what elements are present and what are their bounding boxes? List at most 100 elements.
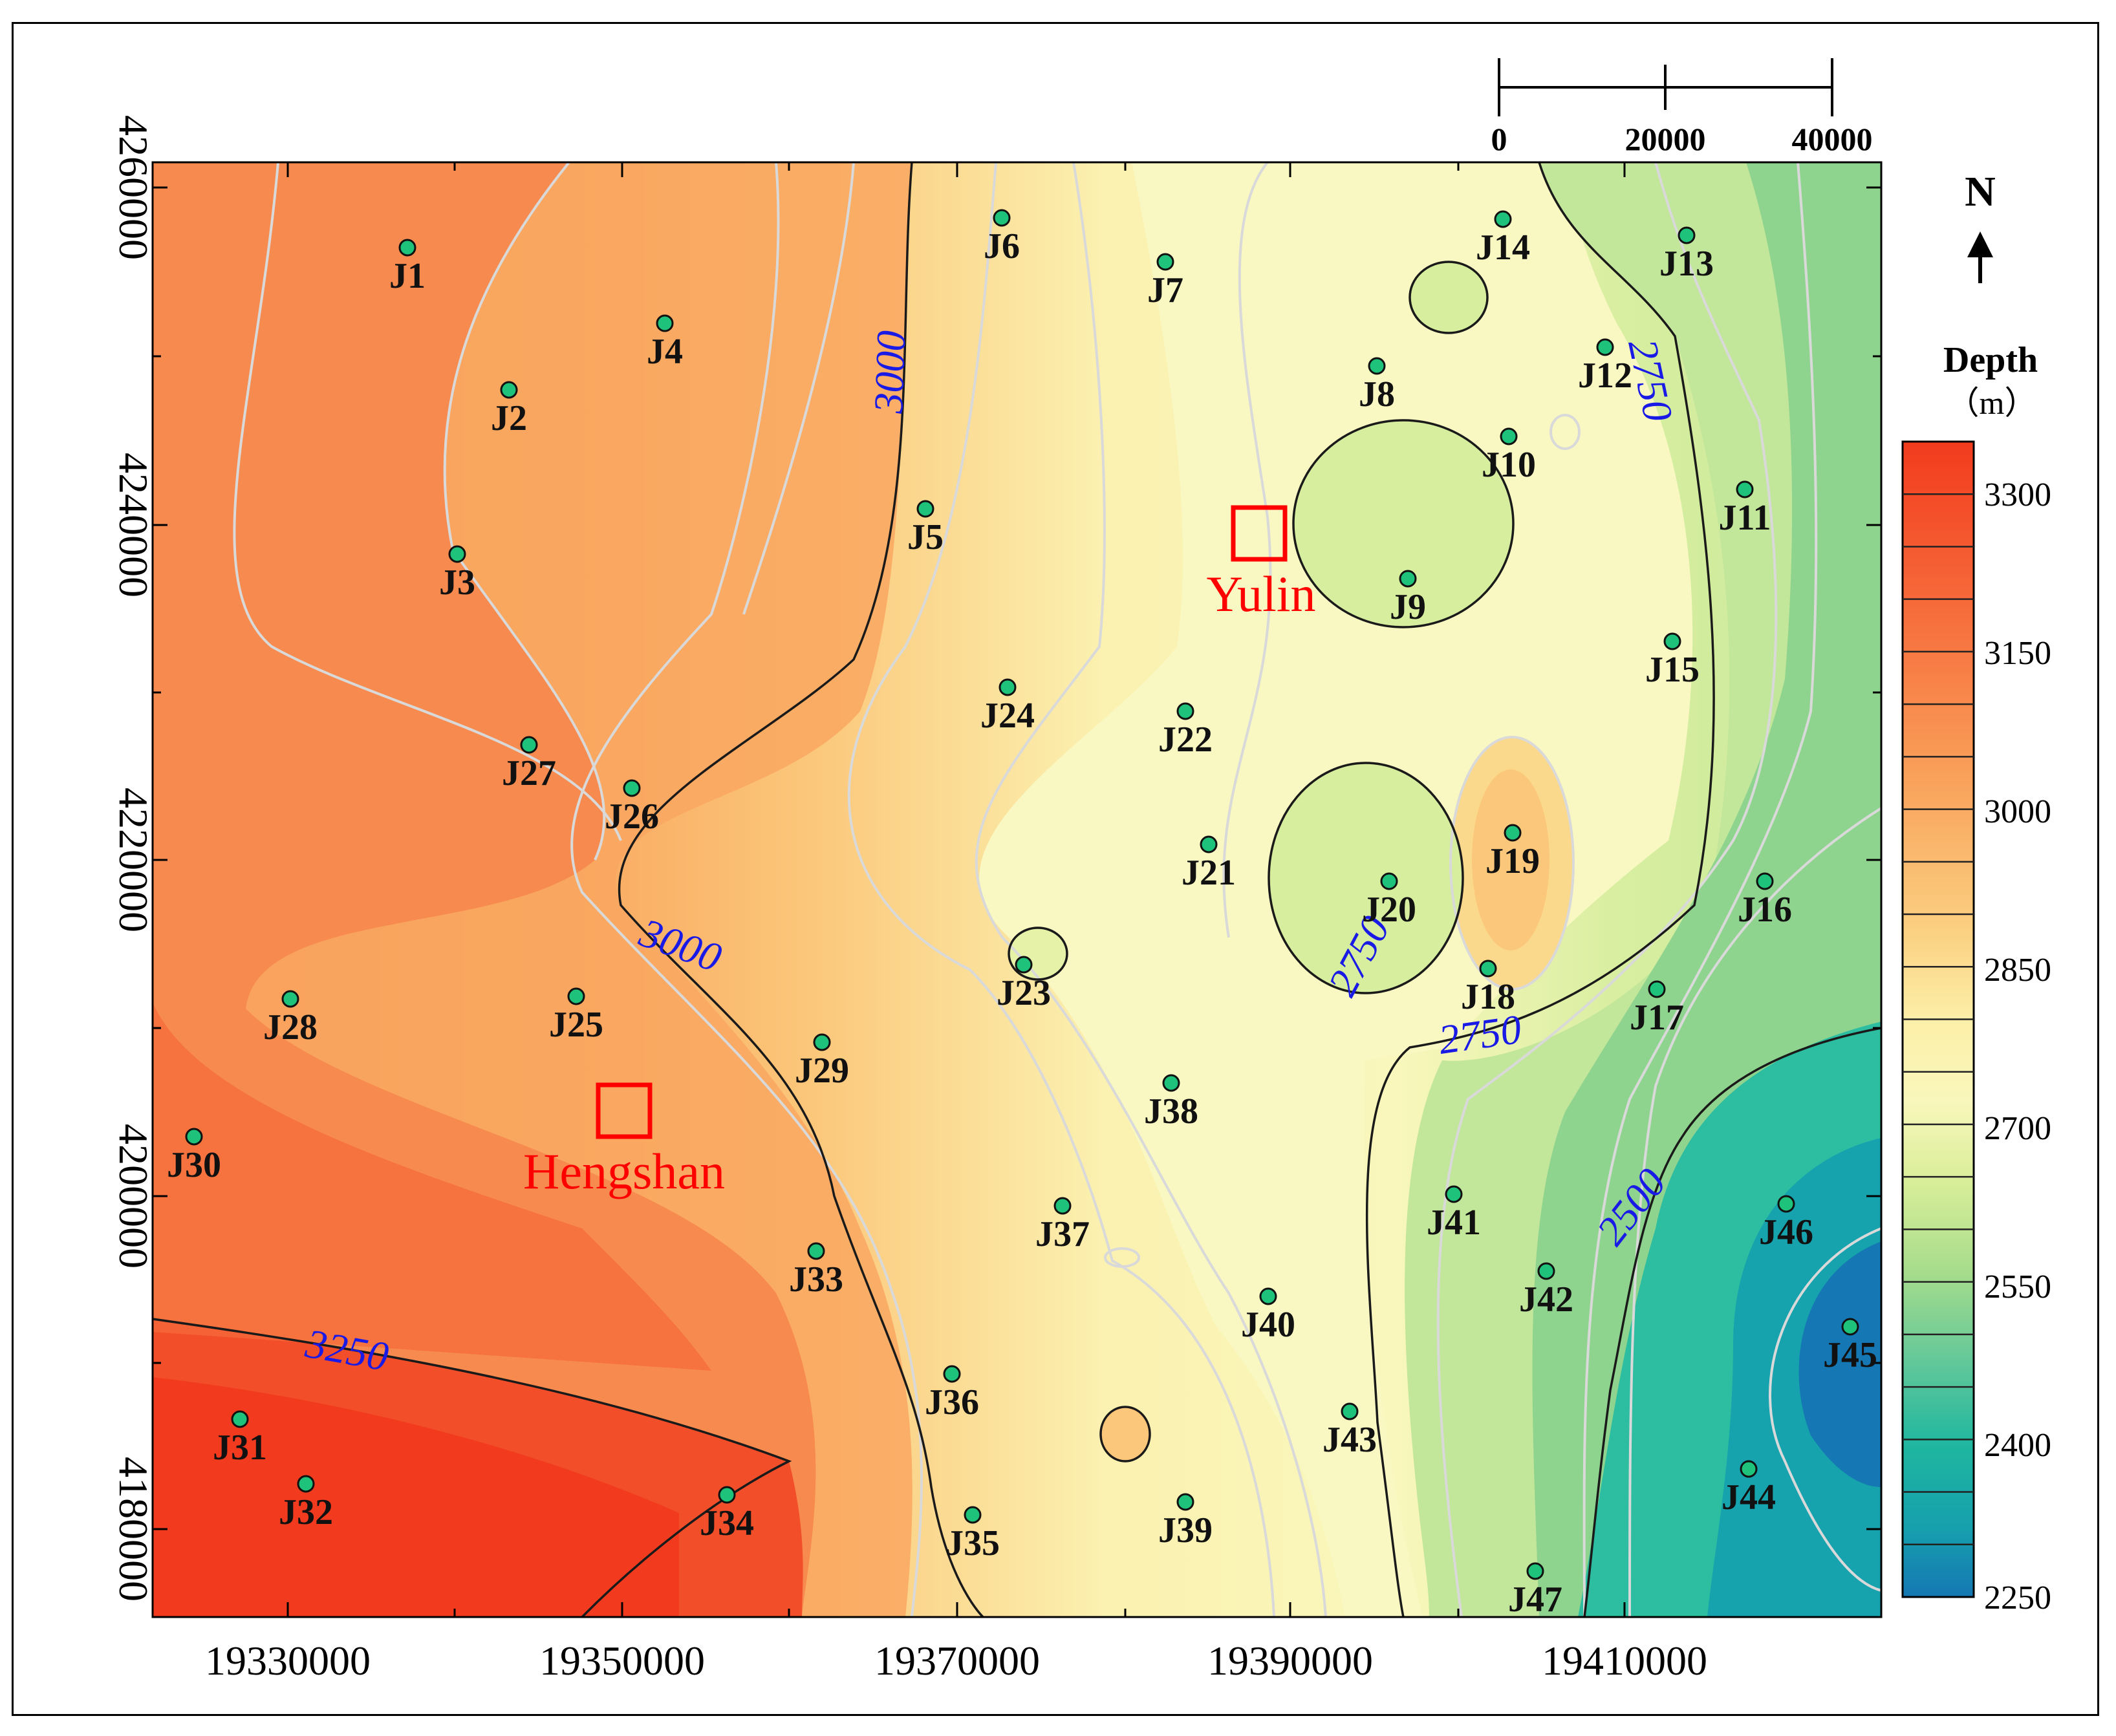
- well-marker: [1479, 959, 1497, 978]
- well-marker: [1740, 1460, 1758, 1478]
- well-marker: [1663, 632, 1681, 650]
- well-marker: [916, 500, 934, 518]
- well-label: J15: [1645, 650, 1700, 690]
- well-label: J42: [1519, 1280, 1573, 1320]
- legend-band-lines: [1903, 493, 1974, 1546]
- well-marker: [1736, 480, 1754, 498]
- well-marker: [1200, 835, 1218, 853]
- legend-title: Depth: [1943, 340, 2038, 380]
- well-marker: [1537, 1262, 1555, 1280]
- axis-tick-marks: [153, 162, 1881, 1617]
- well-label: J8: [1359, 374, 1395, 414]
- well-label: J47: [1508, 1580, 1562, 1620]
- well-label: J27: [502, 753, 556, 793]
- well-marker: [1596, 338, 1614, 356]
- well-marker: [1015, 956, 1033, 974]
- well-label: J10: [1482, 445, 1536, 485]
- well-marker: [520, 736, 538, 754]
- north-arrow: N: [1965, 168, 1996, 283]
- contour-lines: [153, 162, 1881, 1617]
- well-label: J35: [945, 1523, 1000, 1563]
- well-marker: [1445, 1185, 1463, 1203]
- well-label: J33: [789, 1259, 843, 1300]
- well-label: J2: [491, 398, 527, 438]
- legend-unit: （m）: [1947, 385, 2037, 421]
- well-marker: [1648, 980, 1666, 998]
- well-marker: [1526, 1562, 1544, 1580]
- well-label: J23: [997, 973, 1051, 1013]
- scale-label: 0: [1491, 121, 1507, 157]
- city-markers: Yulin Hengshan: [523, 505, 1316, 1199]
- well-marker: [1777, 1195, 1795, 1213]
- legend-tick-label: 2700: [1984, 1110, 2051, 1147]
- well-label: J44: [1722, 1477, 1776, 1517]
- well-label: J7: [1147, 270, 1183, 310]
- legend-tick-label: 2550: [1984, 1269, 2051, 1305]
- legend-tick-label: 3300: [1984, 477, 2051, 513]
- well-marker: [398, 239, 416, 257]
- well-label: J20: [1362, 890, 1416, 930]
- city-label-hengshan: Hengshan: [523, 1143, 725, 1199]
- well-label: J11: [1719, 498, 1771, 538]
- city-label-yulin: Yulin: [1206, 566, 1315, 622]
- well-label: J29: [795, 1051, 849, 1091]
- well-marker: [1053, 1197, 1072, 1215]
- well-marker: [500, 381, 518, 399]
- well-marker: [1156, 253, 1174, 271]
- well-label: J31: [213, 1428, 267, 1468]
- well-label: J16: [1738, 890, 1792, 930]
- well-label: J9: [1390, 587, 1426, 627]
- well-marker: [1841, 1318, 1859, 1336]
- map-frame: [12, 22, 2099, 1716]
- well-label: J13: [1659, 244, 1714, 284]
- y-tick-label: 4220000: [111, 788, 157, 932]
- well-marker: [813, 1033, 831, 1051]
- well-label: J25: [549, 1005, 603, 1045]
- well-label: J24: [980, 696, 1035, 736]
- north-arrowhead-icon: [1967, 231, 1993, 257]
- well-marker: [964, 1506, 982, 1524]
- well-label: J14: [1476, 228, 1530, 268]
- well-label: J4: [647, 332, 683, 372]
- well-marker: [1678, 226, 1696, 244]
- well-marker: [448, 545, 466, 563]
- well-marker: [231, 1410, 249, 1428]
- contour-label: 3000: [865, 330, 914, 414]
- well-marker: [1176, 1493, 1194, 1511]
- y-tick-label: 4240000: [111, 453, 157, 597]
- well-marker: [1368, 357, 1386, 375]
- depth-legend: Depth （m） 3300 3150 3000 2850 2700 2550 …: [1901, 340, 2051, 1616]
- y-axis: 4260000 4240000 4220000 4200000 4180000: [111, 115, 157, 1602]
- well-label: J26: [605, 797, 659, 837]
- well-marker: [567, 987, 585, 1005]
- x-tick-label: 19410000: [1542, 1638, 1707, 1684]
- well-marker: [297, 1475, 315, 1493]
- well-label: J34: [700, 1503, 754, 1543]
- well-marker: [1500, 427, 1518, 445]
- y-tick-label: 4200000: [111, 1124, 157, 1269]
- well-label: J30: [167, 1145, 221, 1185]
- x-tick-label: 19390000: [1207, 1638, 1373, 1684]
- well-marker: [1504, 824, 1522, 842]
- well-label: J18: [1461, 977, 1515, 1017]
- well-label: J45: [1823, 1335, 1877, 1375]
- contour-fill-layer: [153, 162, 1881, 1617]
- legend-tick-label: 2400: [1984, 1427, 2051, 1464]
- well-label: J1: [389, 256, 426, 296]
- well-marker: [718, 1486, 736, 1504]
- x-tick-label: 19350000: [539, 1638, 705, 1684]
- x-tick-label: 19330000: [205, 1638, 371, 1684]
- well-label: J39: [1158, 1510, 1213, 1550]
- well-marker: [1494, 210, 1512, 228]
- scale-label: 40000: [1792, 121, 1873, 157]
- well-marker: [1162, 1074, 1180, 1092]
- scale-label: 20000: [1625, 121, 1706, 157]
- well-marker: [281, 990, 299, 1008]
- city-marker-box: [1231, 505, 1288, 562]
- plot-area-border: [151, 161, 1883, 1618]
- y-tick-label: 4180000: [111, 1457, 157, 1602]
- well-label: J21: [1182, 853, 1236, 893]
- well-marker: [943, 1365, 961, 1383]
- well-marker: [1259, 1287, 1277, 1305]
- well-label: J43: [1322, 1420, 1377, 1460]
